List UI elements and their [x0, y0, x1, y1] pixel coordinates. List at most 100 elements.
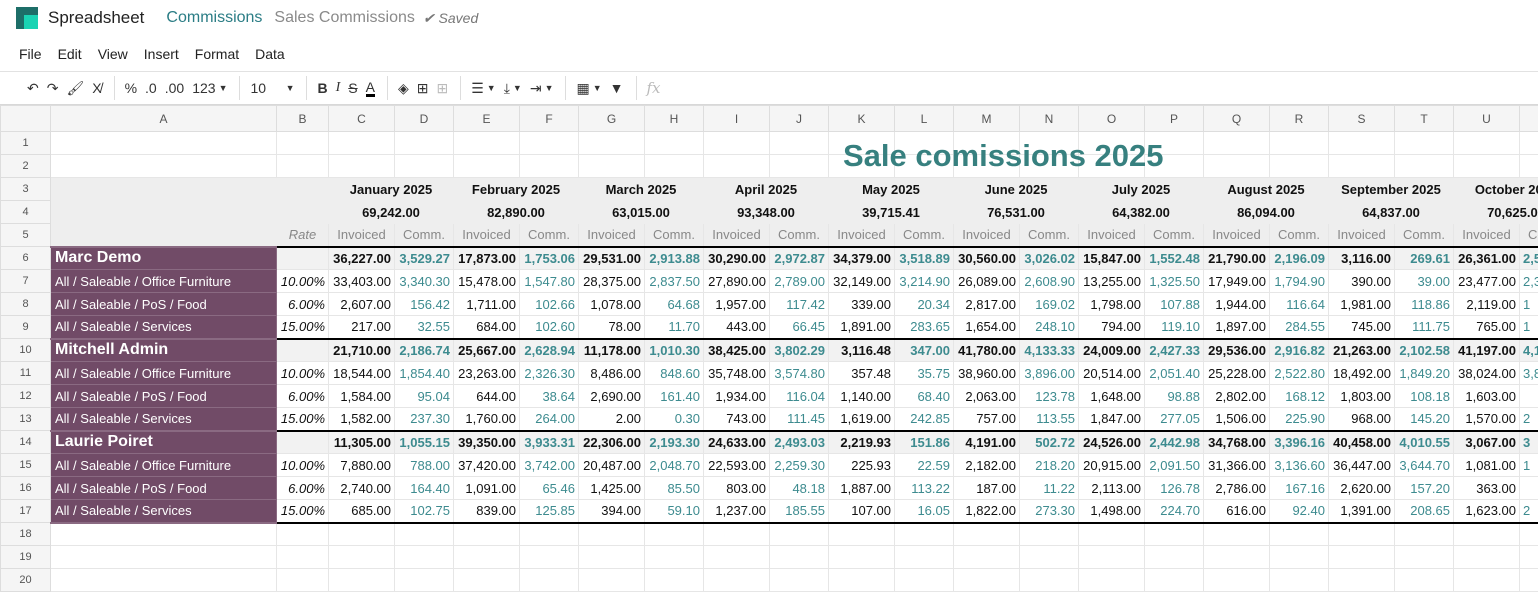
commission-cell[interactable]: 156.42	[395, 293, 454, 316]
cell[interactable]	[329, 132, 395, 155]
rate-cell[interactable]: 10.00%	[277, 454, 329, 477]
invoiced-cell[interactable]: 839.00	[454, 500, 520, 523]
cell[interactable]	[770, 132, 829, 155]
invoiced-cell[interactable]: 20,514.00	[1079, 362, 1145, 385]
invoiced-cell[interactable]: 23,477.00	[1454, 270, 1520, 293]
cell[interactable]	[1020, 546, 1079, 569]
cell[interactable]	[704, 569, 770, 592]
row-header[interactable]: 11	[1, 362, 51, 385]
cell[interactable]	[395, 523, 454, 546]
invoiced-total[interactable]: 34,379.00	[829, 247, 895, 270]
commission-cell[interactable]: 39.00	[1395, 270, 1454, 293]
cell[interactable]	[1145, 569, 1204, 592]
cell[interactable]	[1395, 155, 1454, 178]
column-header[interactable]: P	[1145, 106, 1204, 132]
row-header[interactable]: 5	[1, 224, 51, 247]
rate-cell[interactable]	[277, 431, 329, 454]
commission-total[interactable]: 2,916.82	[1270, 339, 1329, 362]
invoiced-total[interactable]: 17,873.00	[454, 247, 520, 270]
cell[interactable]	[954, 569, 1020, 592]
invoiced-cell[interactable]: 1,498.00	[1079, 500, 1145, 523]
rate-cell[interactable]: 10.00%	[277, 362, 329, 385]
commission-total[interactable]: 3,396.16	[1270, 431, 1329, 454]
cell[interactable]	[829, 546, 895, 569]
commission-cell[interactable]: 117.42	[770, 293, 829, 316]
undo-icon[interactable]: ↶	[27, 80, 39, 97]
cell[interactable]	[1329, 523, 1395, 546]
cell[interactable]	[51, 224, 277, 247]
commission-total[interactable]: 2,102.58	[1395, 339, 1454, 362]
cell[interactable]	[51, 201, 277, 224]
commission-cell[interactable]: 283.65	[895, 316, 954, 339]
cell[interactable]	[1520, 132, 1538, 155]
cell[interactable]	[1270, 546, 1329, 569]
invoiced-cell[interactable]: 38,024.00	[1454, 362, 1520, 385]
invoiced-cell[interactable]: 1,798.00	[1079, 293, 1145, 316]
comm-header[interactable]: Comm.	[1395, 224, 1454, 247]
cell[interactable]	[277, 523, 329, 546]
row-header[interactable]: 20	[1, 569, 51, 592]
commission-cell[interactable]: 2,048.70	[645, 454, 704, 477]
invoiced-cell[interactable]: 794.00	[1079, 316, 1145, 339]
category-label[interactable]: All / Saleable / PoS / Food	[51, 477, 277, 500]
cell[interactable]	[1329, 155, 1395, 178]
category-label[interactable]: All / Saleable / Services	[51, 316, 277, 339]
paint-format-icon[interactable]: 🖌︎	[66, 80, 84, 97]
cell[interactable]	[329, 569, 395, 592]
cell[interactable]	[277, 569, 329, 592]
commission-cell[interactable]: 48.18	[770, 477, 829, 500]
invoiced-cell[interactable]: 225.93	[829, 454, 895, 477]
column-header[interactable]: N	[1020, 106, 1079, 132]
invoiced-cell[interactable]: 8,486.00	[579, 362, 645, 385]
commission-cell[interactable]: 102.66	[520, 293, 579, 316]
commission-cell[interactable]: 3,896.00	[1020, 362, 1079, 385]
salesperson-name[interactable]: Laurie Poiret	[51, 431, 277, 454]
salesperson-name[interactable]: Marc Demo	[51, 247, 277, 270]
cell[interactable]	[51, 155, 277, 178]
invoiced-total[interactable]: 34,768.00	[1204, 431, 1270, 454]
cell[interactable]	[1079, 569, 1145, 592]
wrap-text-icon[interactable]: ⇥▼	[530, 80, 554, 97]
invoiced-cell[interactable]: 1,391.00	[1329, 500, 1395, 523]
commission-cell[interactable]: 1	[1520, 454, 1538, 477]
column-header[interactable]: H	[645, 106, 704, 132]
column-header[interactable]: B	[277, 106, 329, 132]
cell[interactable]	[1270, 569, 1329, 592]
commission-total[interactable]: 269.61	[1395, 247, 1454, 270]
commission-cell[interactable]: 0.30	[645, 408, 704, 431]
comm-header[interactable]: Comm.	[1145, 224, 1204, 247]
commission-total[interactable]: 2,186.74	[395, 339, 454, 362]
comm-header[interactable]: Comm.	[895, 224, 954, 247]
commission-total[interactable]: 2,196.09	[1270, 247, 1329, 270]
commission-cell[interactable]: 208.65	[1395, 500, 1454, 523]
invoiced-header[interactable]: Invoiced	[1204, 224, 1270, 247]
invoiced-cell[interactable]: 1,584.00	[329, 385, 395, 408]
invoiced-cell[interactable]: 1,570.00	[1454, 408, 1520, 431]
commission-cell[interactable]: 264.00	[520, 408, 579, 431]
percent-format-button[interactable]: %	[125, 80, 137, 96]
month-total[interactable]: 93,348.00	[704, 201, 829, 224]
invoiced-cell[interactable]: 15,478.00	[454, 270, 520, 293]
invoiced-total[interactable]: 3,116.48	[829, 339, 895, 362]
row-header[interactable]: 13	[1, 408, 51, 431]
invoiced-cell[interactable]: 36,447.00	[1329, 454, 1395, 477]
conditional-format-icon[interactable]: ▦▼	[576, 80, 601, 97]
cell[interactable]	[520, 569, 579, 592]
cell[interactable]	[1520, 155, 1538, 178]
month-header[interactable]: August 2025	[1204, 178, 1329, 201]
commission-cell[interactable]: 3,340.30	[395, 270, 454, 293]
cell[interactable]	[454, 523, 520, 546]
cell[interactable]	[520, 546, 579, 569]
commission-cell[interactable]: 273.30	[1020, 500, 1079, 523]
column-header[interactable]: S	[1329, 106, 1395, 132]
cell[interactable]	[277, 132, 329, 155]
cell[interactable]	[895, 569, 954, 592]
invoiced-cell[interactable]: 745.00	[1329, 316, 1395, 339]
cell[interactable]	[770, 546, 829, 569]
column-header[interactable]: R	[1270, 106, 1329, 132]
invoiced-cell[interactable]: 1,237.00	[704, 500, 770, 523]
column-header[interactable]	[1520, 106, 1538, 132]
commission-cell[interactable]: 2,259.30	[770, 454, 829, 477]
invoiced-total[interactable]: 25,667.00	[454, 339, 520, 362]
invoiced-cell[interactable]: 1,506.00	[1204, 408, 1270, 431]
